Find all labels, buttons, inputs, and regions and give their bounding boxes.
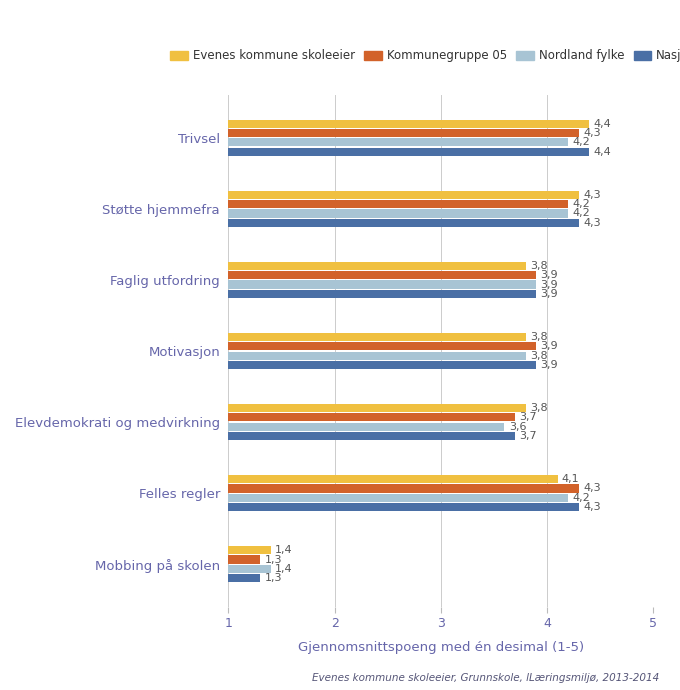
Text: 4,3: 4,3 <box>583 484 600 493</box>
Text: 3,8: 3,8 <box>530 351 547 361</box>
Bar <box>228 138 568 146</box>
Bar <box>228 493 568 502</box>
Bar <box>228 574 260 582</box>
Text: 3,8: 3,8 <box>530 403 547 413</box>
Text: 4,2: 4,2 <box>573 199 590 209</box>
Text: 3,9: 3,9 <box>541 342 558 351</box>
Bar <box>228 564 271 573</box>
Legend: Evenes kommune skoleeier, Kommunegruppe 05, Nordland fylke, Nasjonalt: Evenes kommune skoleeier, Kommunegruppe … <box>165 45 680 67</box>
Bar <box>228 262 526 270</box>
Text: 3,9: 3,9 <box>541 288 558 299</box>
Bar <box>228 361 537 369</box>
Bar <box>228 219 579 227</box>
Text: 4,3: 4,3 <box>583 217 600 228</box>
Bar <box>228 290 537 298</box>
Text: 3,7: 3,7 <box>520 413 537 422</box>
Text: 3,8: 3,8 <box>530 261 547 271</box>
Text: 3,9: 3,9 <box>541 359 558 370</box>
Bar <box>228 413 515 422</box>
Text: 1,4: 1,4 <box>275 545 293 555</box>
Text: 4,3: 4,3 <box>583 128 600 138</box>
Text: 4,2: 4,2 <box>573 208 590 219</box>
Text: 3,7: 3,7 <box>520 431 537 441</box>
Text: 4,2: 4,2 <box>573 493 590 503</box>
Bar <box>228 333 526 341</box>
Bar <box>228 432 515 440</box>
Text: 4,4: 4,4 <box>594 147 611 157</box>
Text: 3,9: 3,9 <box>541 270 558 280</box>
Bar <box>228 148 590 156</box>
Bar <box>228 404 526 412</box>
Bar <box>228 484 579 493</box>
Bar <box>228 546 271 554</box>
Text: 4,1: 4,1 <box>562 474 579 484</box>
Text: 3,6: 3,6 <box>509 422 526 432</box>
Text: 4,2: 4,2 <box>573 137 590 148</box>
Text: 4,3: 4,3 <box>583 502 600 512</box>
Bar <box>228 342 537 351</box>
Bar <box>228 120 590 128</box>
Bar <box>228 209 568 217</box>
Text: 1,3: 1,3 <box>265 555 282 564</box>
Text: 4,4: 4,4 <box>594 119 611 129</box>
Text: 3,8: 3,8 <box>530 332 547 342</box>
Bar <box>228 191 579 199</box>
Bar <box>228 475 558 483</box>
Bar <box>228 129 579 137</box>
Bar <box>228 271 537 279</box>
Text: 3,9: 3,9 <box>541 279 558 290</box>
Bar <box>228 503 579 511</box>
X-axis label: Gjennomsnittspoeng med én desimal (1-5): Gjennomsnittspoeng med én desimal (1-5) <box>298 641 584 654</box>
Bar <box>228 555 260 564</box>
Text: 1,4: 1,4 <box>275 564 293 574</box>
Text: 4,3: 4,3 <box>583 190 600 200</box>
Bar <box>228 351 526 359</box>
Bar <box>228 200 568 208</box>
Bar <box>228 422 505 431</box>
Bar <box>228 280 537 288</box>
Text: Evenes kommune skoleeier, Grunnskole, lLæringsmiljø, 2013-2014: Evenes kommune skoleeier, Grunnskole, lL… <box>312 673 660 683</box>
Text: 1,3: 1,3 <box>265 573 282 583</box>
